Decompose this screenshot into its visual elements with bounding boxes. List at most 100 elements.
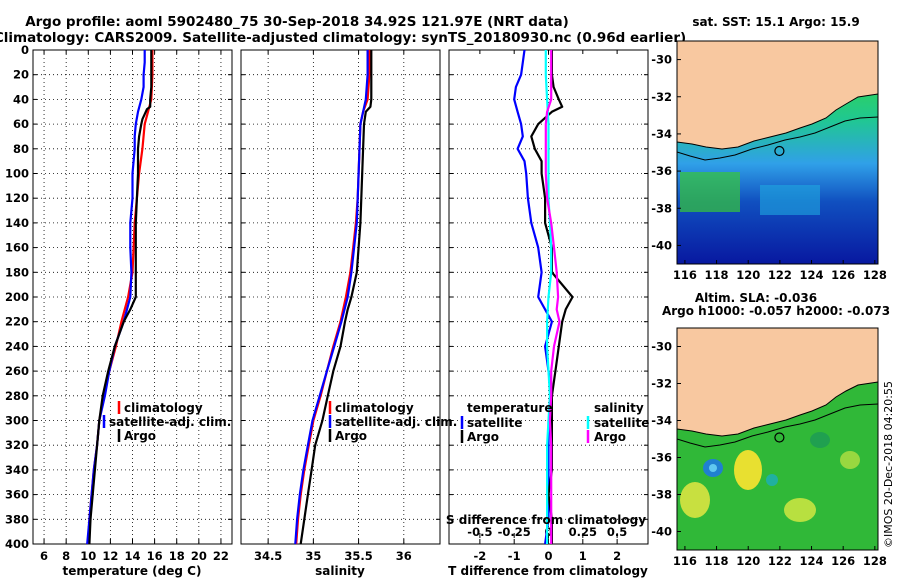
land-mass [677,41,878,149]
depth-tick-label: 80 [13,142,29,156]
legend-label-satellite-adj: satellite-adj. clim. [109,415,231,429]
series-line-s-argo [544,50,561,544]
map-x-tick-label: 116 [673,268,697,282]
legend-label-argo: Argo [335,429,367,443]
legend-label-climatology: climatology [124,401,203,415]
sst-map-title: sat. SST: 15.1 Argo: 15.9 [692,15,859,29]
map-y-tick-label: -32 [651,90,672,104]
temperature-legend: climatology satellite-adj. clim. Argo [102,401,231,443]
legend-label-t-satellite: satellite [467,416,522,430]
shelf-contour [677,403,878,448]
map-x-tick-label: 118 [705,554,729,568]
depth-tick-label: 380 [5,512,29,526]
sst-map-frame [676,40,879,265]
sla-yellow-blob [680,482,710,518]
float-position-marker [774,432,785,443]
temperature-xlabel: temperature (deg C) [63,564,202,578]
temperature-grid: 6 8 10 12 14 16 18 20 22 [33,49,232,563]
legend-heading-salinity: salinity [594,401,644,415]
x-tick-label: 1 [579,549,587,563]
map-x-tick-label: 126 [831,268,855,282]
depth-tick-label: 160 [5,241,29,255]
series-line-satellite-adj-clim- [294,50,369,545]
map-x-tick-label: 122 [768,554,792,568]
series-line-t-argo [530,50,574,544]
series-line-argo [88,50,153,545]
map-x-tick-label: 120 [736,268,760,282]
difference-grid: -2 -1 0 1 2 -0.5 -0.25 0 0.25 0.5 [449,49,648,563]
sla-map-image [677,328,878,550]
depth-tick-label: 320 [5,438,29,452]
x-tick-label: 35.5 [344,549,372,563]
s-tick-label: -0.5 [467,525,492,539]
x-tick-label: 2 [613,549,621,563]
coastline [677,93,878,150]
x-tick-label: 18 [169,549,185,563]
legend-heading-temperature: temperature [467,401,552,415]
sla-map-subtitle: Argo h1000: -0.057 h2000: -0.073 [662,304,890,318]
sla-map-title: Altim. SLA: -0.036 [695,291,817,305]
x-tick-label: 36 [396,549,412,563]
legend-label-s-argo: Argo [594,430,626,444]
salinity-legend: climatology satellite-adj. clim. Argo [328,401,457,443]
series-line-t-satellite [513,49,554,545]
map-y-tick-label: -36 [651,451,672,465]
map-y-tick-label: -30 [651,340,672,354]
map-y-tick-label: -30 [651,53,672,67]
difference-series [513,49,574,545]
depth-tick-label: 280 [5,389,29,403]
difference-legend-temperature: temperature satellite Argo [460,401,552,444]
depth-tick-label: 120 [5,191,29,205]
temperature-panel [32,49,233,545]
map-x-tick-label: 118 [705,268,729,282]
depth-tick-label: 220 [5,315,29,329]
depth-tick-label: 300 [5,414,29,428]
depth-tick-label: 60 [13,117,29,131]
shelf-contour [677,116,878,161]
sla-dark-blob [810,432,830,448]
map-x-tick-label: 128 [863,554,887,568]
legend-label-s-satellite: satellite [594,416,649,430]
map-y-tick-label: -34 [651,414,672,428]
series-line-s-satellite [544,50,553,544]
figure-title-line2: Climatology: CARS2009. Satellite-adjuste… [0,30,686,46]
x-tick-label: 20 [191,549,207,563]
x-tick-label: 8 [62,549,70,563]
x-tick-label: 6 [40,549,48,563]
map-y-tick-label: -38 [651,201,672,215]
imos-watermark: ©IMOS 20-Dec-2018 04:20:55 [882,381,895,548]
x-tick-label: 12 [102,549,118,563]
s-tick-label: 0.5 [607,525,627,539]
legend-label-satellite-adj: satellite-adj. clim. [335,415,457,429]
x-tick-label: 14 [124,549,140,563]
sla-yellow-blob [784,498,816,522]
figure-title-line1: Argo profile: aoml 5902480_75 30-Sep-201… [25,14,569,30]
map-y-tick-label: -36 [651,164,672,178]
depth-tick-label: 260 [5,364,29,378]
sst-map-axes: 116 118 120 122 124 126 128 -30 -32 -34 -36 -38 -40 [651,53,887,282]
land-mass [677,328,878,436]
float-position-marker [774,145,785,157]
x-tick-label: 35 [305,549,321,563]
salinity-xlabel: salinity [315,564,365,578]
x-tick-label: 16 [147,549,163,563]
map-x-tick-label: 124 [800,554,824,568]
depth-tick-label: 240 [5,339,29,353]
legend-label-climatology: climatology [335,401,414,415]
x-tick-label: 10 [80,549,96,563]
map-y-tick-label: -40 [651,525,672,539]
salinity-grid: 34.5 35 35.5 36 [241,49,440,563]
sla-map-frame [676,327,879,551]
legend-label-t-argo: Argo [467,430,499,444]
sst-warm-patch [680,172,740,212]
map-y-tick-label: -32 [651,377,672,391]
s-tick-label: -0.25 [498,525,531,539]
map-x-tick-label: 116 [673,554,697,568]
depth-tick-label: 360 [5,488,29,502]
sla-map-axes: 116 118 120 122 124 126 128 -30 -32 -34 -36 -38 -40 [651,340,887,569]
sla-blue-blob-core [709,464,717,472]
x-tick-label: -1 [508,549,521,563]
depth-tick-label: 140 [5,216,29,230]
x-tick-label: 0 [544,549,552,563]
